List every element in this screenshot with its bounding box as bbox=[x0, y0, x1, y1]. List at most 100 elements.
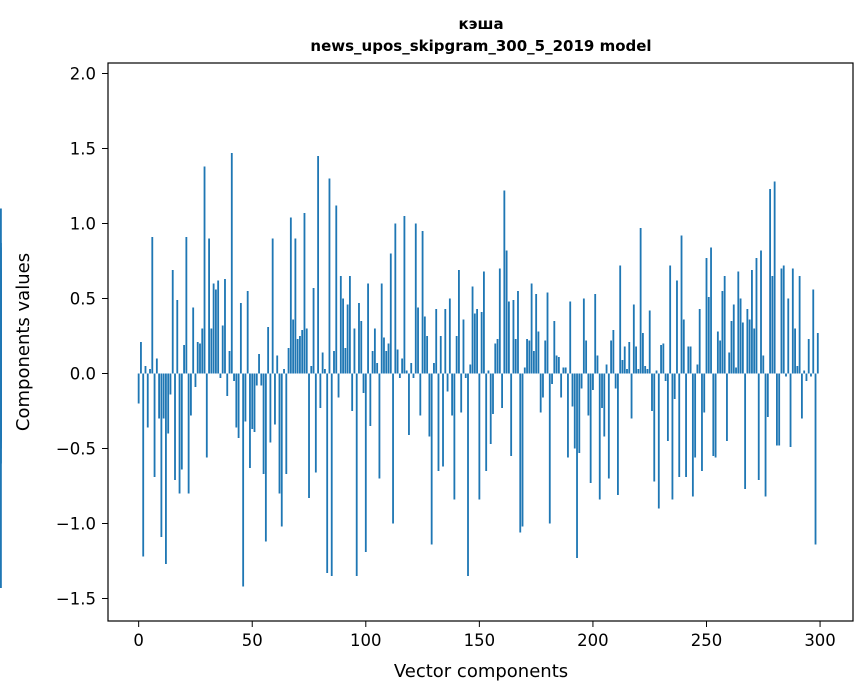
bar-70 bbox=[296, 339, 299, 374]
bar-87 bbox=[335, 205, 338, 374]
bar-82 bbox=[324, 369, 326, 374]
bar-177 bbox=[539, 373, 542, 413]
bar-24 bbox=[192, 307, 195, 374]
bar-203 bbox=[598, 373, 601, 500]
bar-232 bbox=[664, 373, 667, 381]
bar-173 bbox=[530, 283, 533, 374]
bar-47 bbox=[244, 373, 247, 422]
bar-179 bbox=[544, 340, 547, 374]
bar-19 bbox=[180, 373, 183, 470]
bar-241 bbox=[685, 373, 687, 477]
bar-30 bbox=[205, 373, 208, 458]
bar-8 bbox=[155, 358, 158, 374]
bar-163 bbox=[507, 301, 510, 374]
bar-218 bbox=[632, 304, 635, 374]
bar-53 bbox=[258, 354, 260, 374]
bar-108 bbox=[383, 337, 385, 374]
y-tick-label: 0.0 bbox=[70, 365, 96, 384]
bar-14 bbox=[169, 373, 172, 395]
bar-101 bbox=[367, 283, 369, 374]
bar-48 bbox=[246, 291, 249, 374]
bar-283 bbox=[780, 268, 783, 374]
bar-222 bbox=[641, 333, 644, 374]
bar-161 bbox=[503, 190, 506, 374]
bar-105 bbox=[376, 363, 379, 374]
bar-293 bbox=[803, 370, 806, 374]
bar-207 bbox=[607, 373, 610, 479]
bar-277 bbox=[766, 373, 769, 417]
bar-150 bbox=[478, 373, 481, 500]
bar-149 bbox=[476, 309, 478, 374]
bar-68 bbox=[292, 319, 295, 374]
bar-124 bbox=[419, 373, 422, 416]
bar-42 bbox=[233, 373, 235, 381]
bar-2 bbox=[142, 373, 145, 557]
bar-27 bbox=[199, 343, 201, 374]
bar-153 bbox=[485, 373, 488, 471]
bar-210 bbox=[614, 373, 617, 389]
bar-120 bbox=[410, 363, 413, 374]
bar-114 bbox=[396, 349, 399, 374]
y-tick-label: 0.5 bbox=[70, 290, 96, 309]
bar-273 bbox=[757, 373, 760, 480]
bar-262 bbox=[732, 304, 735, 374]
bar-96 bbox=[355, 373, 358, 576]
bar-276 bbox=[764, 373, 767, 497]
bar-3 bbox=[144, 366, 147, 374]
bar-36 bbox=[219, 373, 222, 378]
bar-251 bbox=[707, 297, 710, 374]
bar-20 bbox=[183, 345, 185, 374]
bar-81 bbox=[321, 352, 324, 374]
bar-208 bbox=[610, 340, 613, 374]
bar-236 bbox=[673, 373, 676, 399]
bar-204 bbox=[601, 373, 603, 408]
bar-228 bbox=[655, 370, 658, 374]
bar-158 bbox=[496, 339, 499, 374]
bar-98 bbox=[360, 321, 363, 374]
bar-38 bbox=[224, 279, 226, 374]
bar-15 bbox=[171, 270, 174, 374]
bar-51 bbox=[253, 373, 256, 432]
bar-269 bbox=[748, 319, 751, 374]
bar-257 bbox=[721, 291, 724, 374]
bar-112 bbox=[392, 373, 394, 524]
bar-28 bbox=[201, 328, 204, 374]
bar-60 bbox=[274, 373, 276, 425]
bar-252 bbox=[710, 247, 712, 374]
bar-299 bbox=[816, 333, 819, 374]
bar-94 bbox=[351, 373, 354, 411]
bar-145 bbox=[467, 373, 469, 576]
bar-165 bbox=[512, 300, 515, 374]
bar-123 bbox=[417, 307, 419, 374]
bar-4 bbox=[146, 373, 149, 428]
bar-292 bbox=[800, 373, 803, 419]
bar-35 bbox=[217, 280, 220, 374]
bar-174 bbox=[532, 351, 535, 374]
bar-159 bbox=[498, 268, 501, 374]
bar-216 bbox=[628, 342, 631, 374]
bar-49 bbox=[249, 373, 251, 468]
bar-1 bbox=[140, 342, 142, 374]
bar-54 bbox=[260, 373, 263, 386]
bar-287 bbox=[789, 373, 792, 447]
bar-181 bbox=[548, 373, 551, 524]
bar-86 bbox=[333, 351, 335, 374]
bar-213 bbox=[621, 360, 624, 374]
bar-298 bbox=[814, 373, 817, 545]
bar-259 bbox=[726, 373, 728, 441]
bar-106 bbox=[378, 373, 381, 479]
y-tick-label: 1.0 bbox=[70, 215, 96, 234]
bar-294 bbox=[805, 373, 808, 381]
x-tick-label: 50 bbox=[242, 631, 263, 650]
bar-244 bbox=[691, 373, 694, 497]
bar-7 bbox=[153, 373, 156, 477]
bar-199 bbox=[589, 373, 592, 483]
bar-265 bbox=[739, 298, 742, 374]
bar-246 bbox=[696, 364, 699, 374]
bar-25 bbox=[194, 373, 197, 387]
bar-187 bbox=[562, 367, 565, 374]
bar-205 bbox=[603, 373, 606, 437]
bar-164 bbox=[510, 373, 513, 456]
bar-95 bbox=[353, 328, 356, 374]
bar-13 bbox=[167, 373, 170, 434]
